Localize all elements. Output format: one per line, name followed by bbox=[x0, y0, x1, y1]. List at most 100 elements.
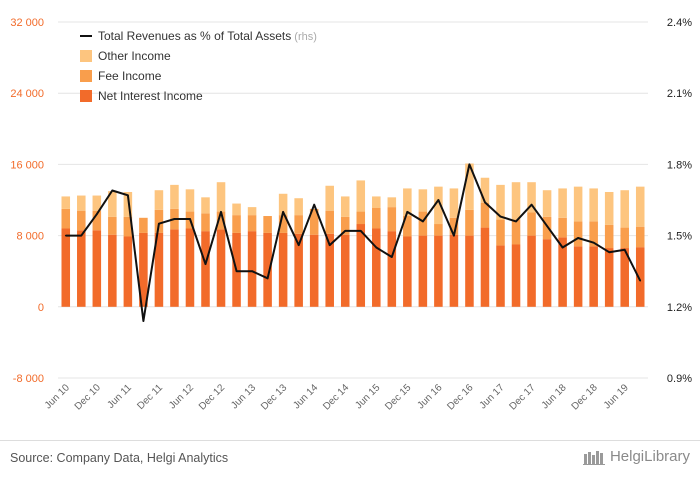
bar-fee-income bbox=[527, 212, 536, 236]
bar-fee-income bbox=[480, 202, 490, 228]
bar-net-interest-income bbox=[635, 247, 645, 307]
bar-fee-income bbox=[403, 216, 412, 237]
x-axis-ticks: Jun 10 Dec 10 Jun 11 Dec 11 Jun 12 Dec 12 Jun … bbox=[43, 382, 631, 412]
brand-name: Helgi bbox=[609, 448, 645, 465]
bar-fee-income bbox=[263, 216, 272, 233]
line-point bbox=[158, 222, 160, 225]
bar-other-income bbox=[496, 184, 505, 220]
right-tick-label: 1.8% bbox=[667, 159, 692, 171]
line-point bbox=[359, 230, 362, 232]
line-point bbox=[204, 263, 207, 265]
line-point bbox=[561, 246, 564, 249]
line-point bbox=[608, 251, 610, 254]
line-point bbox=[422, 220, 424, 223]
legend-label: Fee Income bbox=[98, 69, 162, 83]
line-point bbox=[375, 246, 378, 249]
x-tick-label: Jun 18 bbox=[540, 382, 569, 411]
bar-other-income bbox=[620, 190, 629, 228]
bar-fee-income bbox=[294, 215, 303, 234]
left-tick-label: 8 000 bbox=[16, 231, 44, 243]
x-tick-label: Dec 11 bbox=[135, 382, 165, 412]
line-point bbox=[142, 320, 145, 322]
x-tick-label: Jun 16 bbox=[416, 382, 445, 411]
bar-net-interest-income bbox=[356, 224, 366, 307]
bar-fee-income bbox=[278, 215, 288, 233]
bar-other-income bbox=[635, 186, 645, 227]
line-point bbox=[530, 203, 533, 206]
bar-fee-income bbox=[465, 209, 474, 236]
legend: Total Revenues as % of Total Assets (rhs… bbox=[80, 29, 317, 103]
bar-fee-income bbox=[325, 210, 334, 234]
bar-fee-income bbox=[154, 209, 164, 233]
line-point bbox=[313, 203, 315, 206]
bar-fee-income bbox=[511, 219, 521, 245]
line-point bbox=[592, 241, 595, 244]
x-tick-label: Dec 17 bbox=[507, 382, 537, 412]
bar-net-interest-income bbox=[573, 246, 583, 307]
bar-other-income bbox=[558, 188, 567, 218]
bar-other-income bbox=[403, 188, 412, 217]
bar-fee-income bbox=[620, 227, 629, 249]
bar-other-income bbox=[387, 197, 397, 208]
left-tick-label: -8 000 bbox=[13, 373, 44, 385]
bar-other-income bbox=[232, 203, 241, 216]
legend-label: Other Income bbox=[98, 49, 171, 63]
bar-net-interest-income bbox=[372, 228, 381, 307]
bar-net-interest-income bbox=[139, 232, 148, 307]
bar-fee-income bbox=[418, 211, 428, 236]
bar-other-income bbox=[465, 163, 474, 210]
bar-net-interest-income bbox=[434, 235, 443, 307]
x-tick-label: Jun 12 bbox=[167, 382, 196, 411]
line-point bbox=[220, 211, 222, 213]
line-point bbox=[468, 163, 471, 166]
left-tick-label: 32 000 bbox=[10, 17, 44, 29]
line-point bbox=[515, 220, 517, 223]
line-point bbox=[266, 277, 269, 280]
left-tick-label: 0 bbox=[38, 302, 44, 314]
bar-fee-income bbox=[309, 208, 319, 235]
bar-other-income bbox=[170, 184, 179, 209]
bar-other-income bbox=[325, 185, 334, 211]
bar-fee-income bbox=[232, 215, 241, 233]
bar-other-income bbox=[434, 186, 443, 225]
x-tick-label: Jun 19 bbox=[602, 382, 631, 411]
bar-fee-income bbox=[604, 224, 614, 249]
bar-net-interest-income bbox=[604, 248, 614, 307]
bar-fee-income bbox=[108, 216, 117, 235]
bar-other-income bbox=[108, 191, 117, 217]
line-point bbox=[96, 213, 98, 216]
bar-other-income bbox=[278, 193, 288, 216]
line-point bbox=[235, 270, 238, 273]
x-tick-label: Jun 11 bbox=[105, 382, 134, 411]
source-note: Source: Company Data, Helgi Analytics bbox=[10, 451, 229, 465]
bar-other-income bbox=[527, 182, 536, 213]
bar-fee-income bbox=[201, 213, 210, 232]
bar-net-interest-income bbox=[92, 230, 102, 307]
bar-net-interest-income bbox=[247, 231, 257, 307]
line-point bbox=[297, 244, 300, 246]
bar-other-income bbox=[573, 186, 583, 222]
legend-note: (rhs) bbox=[291, 31, 317, 43]
bar-other-income bbox=[123, 191, 133, 217]
left-axis-ticks: -8 000 0 8 000 16 000 24 000 32 000 bbox=[10, 17, 44, 385]
x-tick-label: Jun 13 bbox=[229, 382, 258, 411]
x-tick-label: Jun 14 bbox=[291, 382, 320, 411]
bar-net-interest-income bbox=[620, 248, 629, 307]
bar-other-income bbox=[589, 188, 598, 222]
bar-other-income bbox=[480, 177, 490, 203]
bar-other-income bbox=[372, 196, 381, 209]
x-tick-label: Dec 10 bbox=[73, 382, 103, 412]
bar-other-income bbox=[418, 189, 428, 212]
left-tick-label: 16 000 bbox=[10, 159, 44, 171]
bar-net-interest-income bbox=[542, 239, 552, 307]
bar-other-income bbox=[216, 182, 226, 212]
bar-other-income bbox=[449, 188, 459, 218]
bar-other-income bbox=[340, 196, 350, 217]
bar-net-interest-income bbox=[123, 236, 133, 307]
bar-net-interest-income bbox=[201, 231, 210, 307]
bar-other-income bbox=[61, 196, 71, 209]
bar-net-interest-income bbox=[496, 245, 505, 307]
line-point bbox=[328, 244, 331, 246]
x-tick-label: Dec 12 bbox=[197, 382, 227, 412]
bar-net-interest-income bbox=[108, 234, 117, 307]
